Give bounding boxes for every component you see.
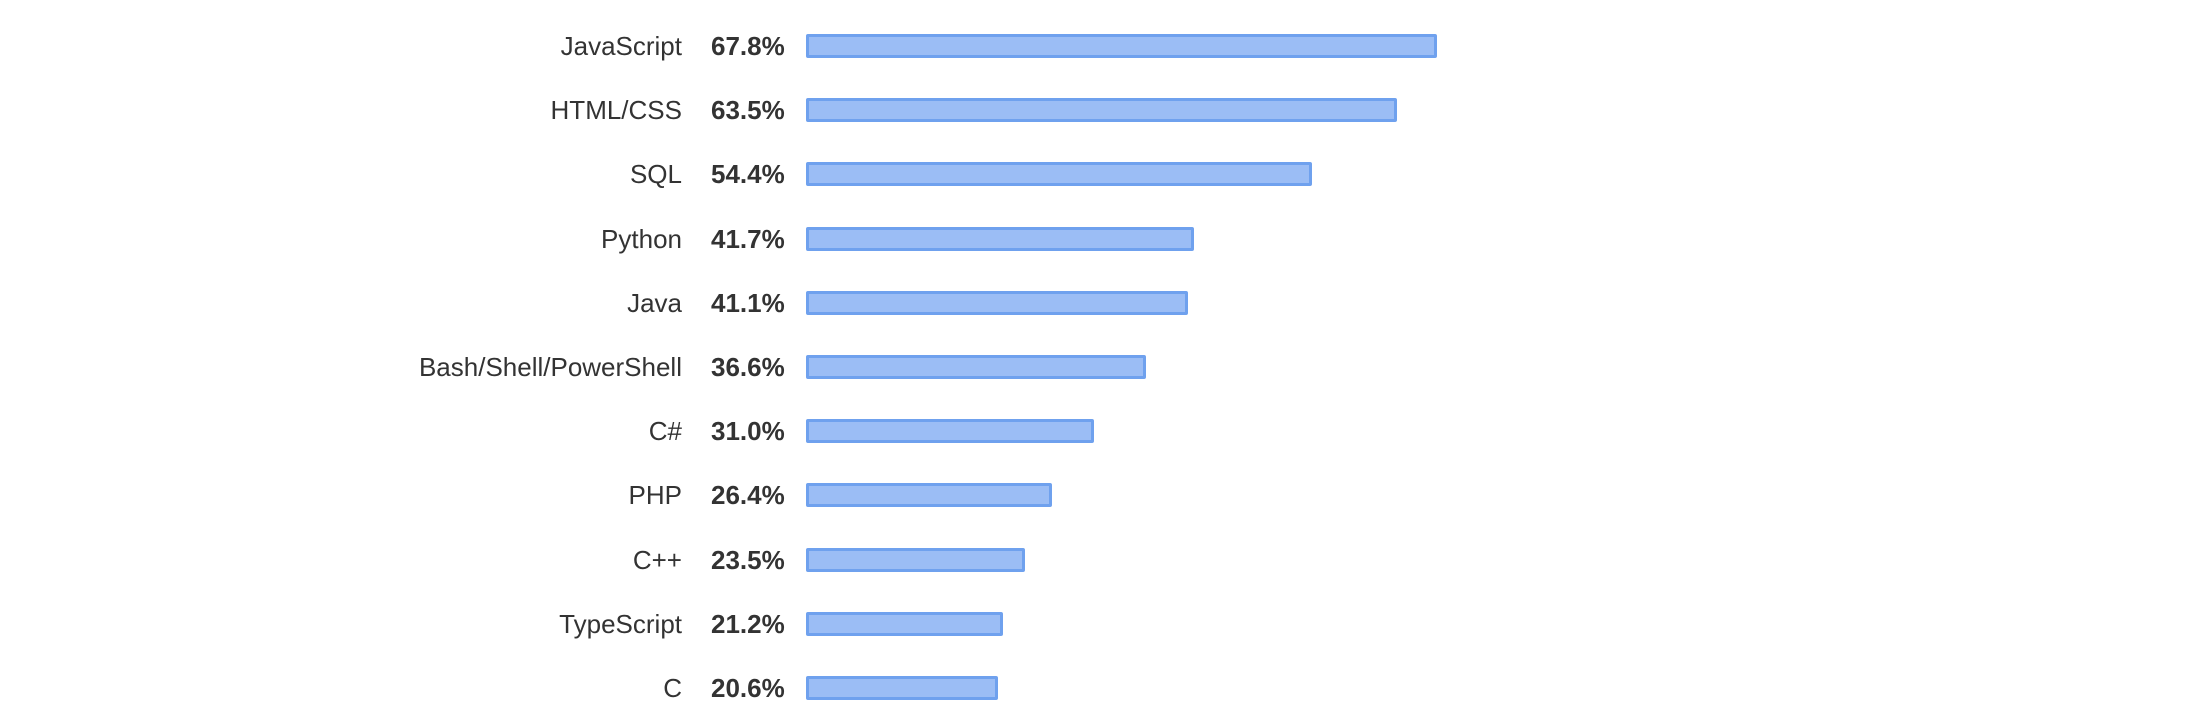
value-label: 21.2% — [711, 608, 785, 639]
category-label: C++ — [632, 544, 682, 575]
bar — [806, 162, 1312, 187]
category-label: Python — [601, 223, 682, 254]
bar — [806, 34, 1437, 58]
bar — [806, 290, 1189, 315]
category-label: Bash/Shell/PowerShell — [418, 352, 682, 382]
bar — [806, 419, 1095, 444]
bar — [806, 547, 1025, 572]
category-label: TypeScript — [559, 608, 682, 639]
value-label: 20.6% — [711, 673, 785, 703]
value-label: 63.5% — [711, 95, 785, 126]
category-label: Java — [627, 287, 682, 318]
value-label: 23.5% — [711, 544, 785, 575]
category-label: JavaScript — [560, 31, 682, 61]
category-label: SQL — [629, 159, 682, 190]
category-label: C — [663, 673, 682, 703]
value-label: 67.8% — [711, 31, 785, 61]
value-label: 31.0% — [711, 416, 785, 447]
bar — [806, 676, 998, 700]
value-label: 36.6% — [711, 352, 785, 382]
bar — [806, 611, 1004, 636]
value-label: 41.1% — [711, 287, 785, 318]
category-label: HTML/CSS — [550, 95, 682, 126]
bar — [806, 226, 1194, 251]
category-label: C# — [648, 416, 682, 447]
value-label: 41.7% — [711, 223, 785, 254]
bar — [806, 355, 1147, 379]
category-label: PHP — [628, 480, 682, 511]
value-label: 54.4% — [711, 159, 785, 190]
bar — [806, 98, 1397, 123]
value-label: 26.4% — [711, 480, 785, 511]
bar — [806, 483, 1052, 508]
